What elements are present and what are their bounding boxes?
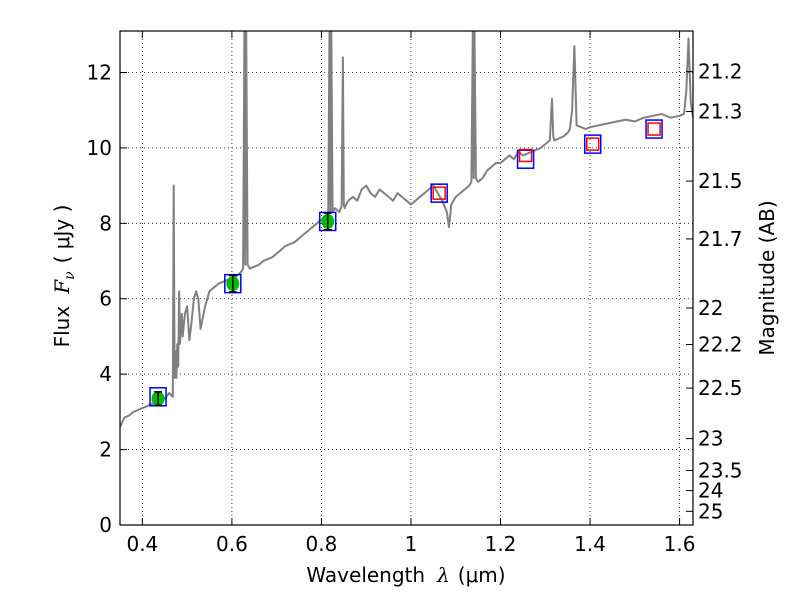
mag-tick-label: 21.2 [698,60,743,84]
x-tick-label: 1.4 [574,532,606,556]
model-photometry-box [645,119,663,139]
y-tick-label: 6 [99,287,112,311]
x-tick-label: 0.8 [306,532,338,556]
x-tick-label: 1 [405,532,418,556]
y2-axis-label: Magnitude (AB) [755,200,779,355]
grid-lines [120,31,693,526]
x-axis-label: Wavelength λ (μm) [306,563,505,587]
y-axis-label-text: Flux [50,306,74,348]
plot-area [120,31,693,428]
y-tick-label: 10 [87,136,112,160]
y-axis-subscript: ν [62,271,78,280]
model-photometry-box [583,134,602,154]
mag-tick-label: 21.7 [698,227,743,251]
x-tick-label: 1.2 [485,532,517,556]
mag-tick-label: 22.2 [698,333,743,357]
upper-limit-box [518,148,533,163]
y-tick-label: 8 [99,211,112,235]
y-axis-unit: ( μJy ) [50,205,74,264]
mag-tick-label: 21.5 [698,169,743,193]
mag-tick-label: 21.3 [698,100,743,124]
mag-tick-label: 22.5 [698,376,743,400]
y-tick-label: 4 [99,362,112,386]
y-axis-label: Flux Fν ( μJy ) [50,205,78,348]
model-spectrum-line [120,31,693,428]
model-photometry-box [516,149,535,169]
mag-tick-label: 24 [698,479,723,503]
upper-limit-box [432,186,446,200]
upper-limit-box [585,137,600,151]
x-axis-symbol: λ [436,563,450,587]
y-tick-label: 12 [87,60,112,84]
x-axis-unit: (μm) [458,563,506,587]
mag-tick-label: 25 [698,499,723,523]
y-tick-label: 2 [99,438,112,462]
x-tick-label: 0.6 [216,532,248,556]
y-tick-label: 0 [99,513,112,537]
x-tick-label: 1.6 [664,532,696,556]
y-axis-symbol: F [50,279,74,295]
mag-tick-label: 23.5 [698,458,743,482]
mag-tick-label: 23 [698,427,723,451]
plot-frame [119,30,694,526]
mag-tick-label: 22 [698,296,723,320]
model-photometry-box [430,183,448,203]
x-axis-label-text: Wavelength [306,563,425,587]
x-tick-label: 0.4 [126,532,158,556]
upper-limit-box [647,122,661,136]
